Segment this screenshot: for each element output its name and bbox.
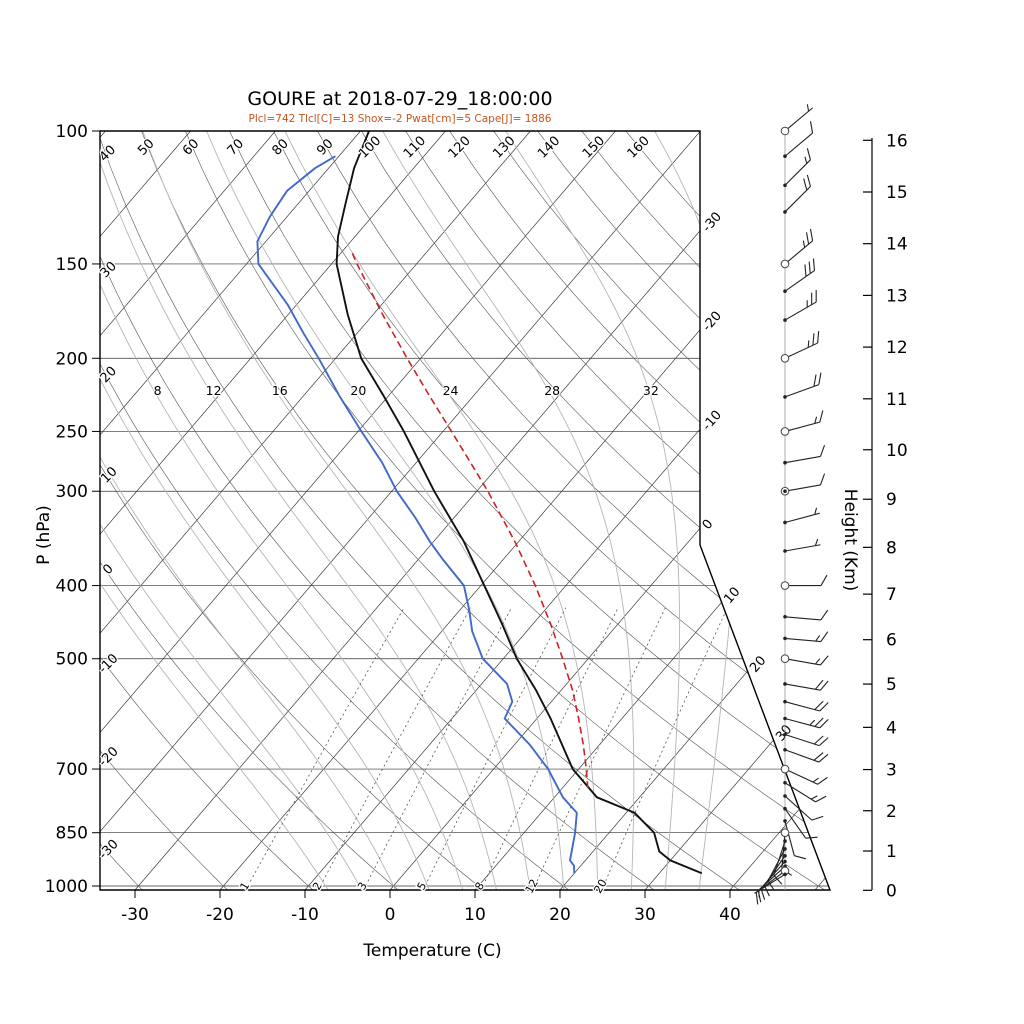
svg-text:400: 400 [56, 577, 88, 597]
parcel-curve [351, 252, 589, 789]
svg-text:200: 200 [56, 349, 88, 369]
chart-title: GOURE at 2018-07-29_18:00:00 [247, 88, 553, 110]
svg-text:90: 90 [314, 136, 336, 158]
svg-text:-30: -30 [121, 905, 149, 925]
svg-text:12: 12 [523, 877, 541, 896]
svg-text:850: 850 [56, 824, 88, 844]
svg-text:15: 15 [886, 183, 908, 203]
svg-text:-20: -20 [700, 309, 725, 335]
svg-text:24: 24 [443, 383, 459, 398]
svg-text:-10: -10 [700, 408, 725, 434]
svg-text:100: 100 [356, 133, 384, 161]
svg-text:20: 20 [747, 653, 769, 675]
pressure-axis-title: P (hPa) [34, 505, 54, 565]
svg-text:9: 9 [886, 490, 897, 510]
svg-text:3: 3 [886, 761, 897, 781]
svg-text:7: 7 [886, 585, 897, 605]
svg-text:12: 12 [886, 338, 908, 358]
svg-text:110: 110 [401, 133, 429, 161]
svg-text:8: 8 [154, 383, 162, 398]
svg-text:8: 8 [886, 538, 897, 558]
svg-text:130: 130 [490, 133, 518, 161]
svg-text:2: 2 [886, 802, 897, 822]
svg-text:150: 150 [56, 255, 88, 275]
svg-text:700: 700 [56, 760, 88, 780]
isobar-gridlines [100, 131, 829, 887]
plot-frame [99, 130, 832, 891]
svg-text:1000: 1000 [45, 877, 88, 897]
svg-text:50: 50 [135, 136, 157, 158]
svg-text:0: 0 [700, 517, 717, 533]
svg-text:-10: -10 [291, 905, 319, 925]
isotherm-gridlines [100, 131, 830, 890]
dewpoint-curve [256, 155, 578, 874]
temperature-curve [335, 131, 703, 875]
svg-text:500: 500 [56, 650, 88, 670]
svg-text:-30: -30 [700, 209, 725, 235]
mixing-ratio-lines [245, 607, 728, 890]
svg-text:0: 0 [385, 905, 396, 925]
height-axis-title: Height (Km) [840, 488, 860, 592]
svg-text:10: 10 [464, 905, 486, 925]
wind-barbs [754, 104, 829, 905]
svg-text:32: 32 [643, 383, 659, 398]
svg-text:250: 250 [56, 422, 88, 442]
svg-text:150: 150 [580, 133, 608, 161]
svg-text:70: 70 [225, 136, 247, 158]
svg-text:5: 5 [886, 675, 897, 695]
svg-text:-20: -20 [206, 905, 234, 925]
svg-text:160: 160 [625, 133, 653, 161]
sounding-curves [256, 131, 703, 875]
svg-text:100: 100 [56, 122, 88, 142]
svg-text:14: 14 [886, 235, 908, 255]
svg-text:10: 10 [886, 441, 908, 461]
svg-text:120: 120 [446, 133, 474, 161]
svg-text:1: 1 [886, 842, 897, 862]
svg-text:10: 10 [721, 585, 743, 607]
svg-text:11: 11 [886, 390, 908, 410]
grid-line-labels: 50 60 70 80 90 100 110 120 130 140 150 160403020100… [95, 132, 797, 897]
svg-text:300: 300 [56, 482, 88, 502]
svg-text:16: 16 [272, 383, 288, 398]
svg-text:80: 80 [270, 136, 292, 158]
svg-text:6: 6 [886, 631, 897, 651]
svg-text:16: 16 [886, 131, 908, 151]
moist-adiabat-lines [100, 131, 739, 890]
svg-text:140: 140 [535, 133, 563, 161]
svg-text:20: 20 [350, 383, 366, 398]
svg-text:0: 0 [886, 881, 897, 901]
svg-text:20: 20 [549, 905, 571, 925]
svg-text:30: 30 [634, 905, 656, 925]
svg-text:28: 28 [544, 383, 560, 398]
x-axis-title: Temperature (C) [363, 941, 502, 961]
svg-text:0: 0 [100, 561, 116, 577]
svg-text:13: 13 [886, 286, 908, 306]
svg-text:20: 20 [98, 364, 120, 386]
svg-text:30: 30 [98, 259, 120, 281]
svg-text:40: 40 [719, 905, 741, 925]
chart-subtitle: Plcl=742 Tlcl[C]=13 Shox=-2 Pwat[cm]=5 C… [248, 113, 552, 125]
svg-text:20: 20 [591, 877, 609, 896]
svg-text:4: 4 [886, 718, 897, 738]
svg-text:12: 12 [206, 383, 222, 398]
